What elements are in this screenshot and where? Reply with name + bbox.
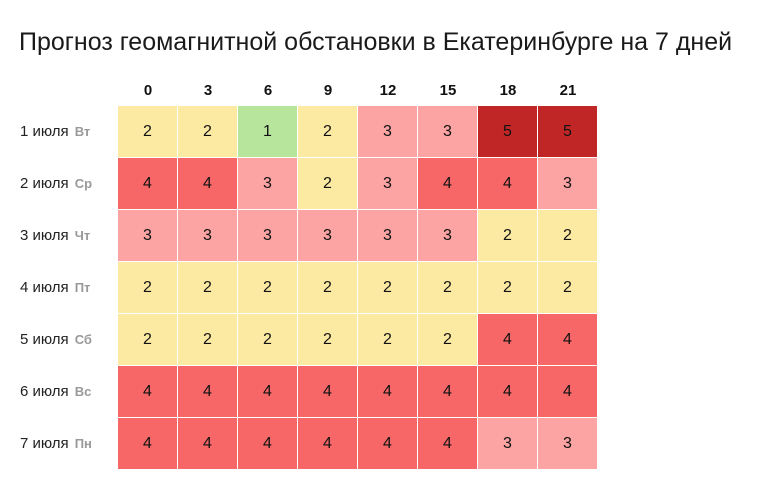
kp-index-cell: 2 bbox=[118, 314, 177, 365]
kp-index-cell: 2 bbox=[238, 262, 297, 313]
kp-index-cell: 3 bbox=[358, 106, 417, 157]
day-label: 2 июля Ср bbox=[20, 158, 92, 210]
kp-index-cell: 3 bbox=[238, 210, 297, 261]
weekday-text: Вт bbox=[74, 124, 91, 139]
kp-index-cell: 4 bbox=[418, 158, 477, 209]
kp-index-cell: 3 bbox=[358, 210, 417, 261]
kp-index-cell: 4 bbox=[298, 418, 357, 469]
heatmap-row: 3 июля Чт 3 3 3 3 3 3 2 2 bbox=[0, 210, 760, 262]
kp-index-cell: 2 bbox=[178, 106, 237, 157]
kp-index-cell: 3 bbox=[478, 418, 537, 469]
kp-index-cell: 2 bbox=[118, 106, 177, 157]
kp-index-cell: 3 bbox=[418, 210, 477, 261]
date-text: 2 июля bbox=[20, 175, 69, 192]
kp-index-cell: 4 bbox=[298, 366, 357, 417]
kp-index-cell: 2 bbox=[298, 106, 357, 157]
kp-index-cell: 2 bbox=[178, 262, 237, 313]
date-text: 7 июля bbox=[20, 435, 69, 452]
hour-label: 0 bbox=[143, 82, 153, 99]
kp-index-cell: 2 bbox=[538, 262, 597, 313]
kp-index-cell: 3 bbox=[418, 106, 477, 157]
heatmap-row: 5 июля Сб 2 2 2 2 2 2 4 4 bbox=[0, 314, 760, 366]
kp-index-cell: 4 bbox=[178, 418, 237, 469]
weekday-text: Сб bbox=[74, 332, 92, 347]
heatmap-row: 2 июля Ср 4 4 3 2 3 4 4 3 bbox=[0, 158, 760, 210]
day-label: 3 июля Чт bbox=[20, 210, 90, 262]
kp-index-cell: 1 bbox=[238, 106, 297, 157]
kp-index-cell: 4 bbox=[118, 418, 177, 469]
chart-title: Прогноз геомагнитной обстановки в Екатер… bbox=[19, 28, 733, 56]
kp-index-cell: 2 bbox=[538, 210, 597, 261]
kp-index-cell: 4 bbox=[358, 418, 417, 469]
kp-index-cell: 4 bbox=[118, 158, 177, 209]
kp-index-cell: 4 bbox=[478, 314, 537, 365]
kp-index-cell: 3 bbox=[358, 158, 417, 209]
hour-label: 12 bbox=[379, 82, 397, 99]
kp-index-cell: 2 bbox=[418, 314, 477, 365]
kp-index-cell: 4 bbox=[238, 418, 297, 469]
heatmap-row: 6 июля Вс 4 4 4 4 4 4 4 4 bbox=[0, 366, 760, 418]
kp-index-cell: 4 bbox=[358, 366, 417, 417]
kp-index-cell: 4 bbox=[478, 366, 537, 417]
kp-index-cell: 2 bbox=[358, 262, 417, 313]
hour-label: 6 bbox=[263, 82, 273, 99]
day-label: 7 июля Пн bbox=[20, 418, 92, 470]
day-label: 1 июля Вт bbox=[20, 106, 90, 158]
heatmap-row: 1 июля Вт 2 2 1 2 3 3 5 5 bbox=[0, 106, 760, 158]
kp-index-cell: 2 bbox=[418, 262, 477, 313]
hour-header-row: 0 3 6 9 12 15 18 21 bbox=[118, 82, 598, 104]
weekday-text: Пн bbox=[74, 436, 92, 451]
kp-index-cell: 4 bbox=[418, 366, 477, 417]
kp-index-cell: 5 bbox=[538, 106, 597, 157]
date-text: 6 июля bbox=[20, 383, 69, 400]
hour-label: 18 bbox=[499, 82, 517, 99]
day-label: 5 июля Сб bbox=[20, 314, 92, 366]
kp-index-cell: 2 bbox=[478, 210, 537, 261]
kp-index-cell: 4 bbox=[478, 158, 537, 209]
kp-index-cell: 2 bbox=[298, 158, 357, 209]
weekday-text: Пт bbox=[74, 280, 91, 295]
kp-index-cell: 4 bbox=[238, 366, 297, 417]
kp-index-cell: 3 bbox=[538, 158, 597, 209]
hour-label: 21 bbox=[559, 82, 577, 99]
weekday-text: Ср bbox=[74, 176, 93, 191]
heatmap-row: 4 июля Пт 2 2 2 2 2 2 2 2 bbox=[0, 262, 760, 314]
date-text: 5 июля bbox=[20, 331, 69, 348]
kp-index-cell: 4 bbox=[418, 418, 477, 469]
kp-index-cell: 2 bbox=[358, 314, 417, 365]
kp-index-cell: 5 bbox=[478, 106, 537, 157]
kp-index-cell: 4 bbox=[178, 366, 237, 417]
kp-index-cell: 4 bbox=[538, 366, 597, 417]
kp-index-cell: 2 bbox=[178, 314, 237, 365]
kp-index-cell: 2 bbox=[478, 262, 537, 313]
weekday-text: Чт bbox=[74, 228, 91, 243]
kp-index-cell: 4 bbox=[118, 366, 177, 417]
hour-label: 9 bbox=[323, 82, 333, 99]
hour-label: 3 bbox=[203, 82, 213, 99]
kp-index-cell: 4 bbox=[538, 314, 597, 365]
day-label: 4 июля Пт bbox=[20, 262, 90, 314]
kp-index-cell: 2 bbox=[298, 262, 357, 313]
kp-index-cell: 3 bbox=[298, 210, 357, 261]
weekday-text: Вс bbox=[74, 384, 92, 399]
kp-index-cell: 3 bbox=[238, 158, 297, 209]
heatmap-row: 7 июля Пн 4 4 4 4 4 4 3 3 bbox=[0, 418, 760, 470]
date-text: 3 июля bbox=[20, 227, 69, 244]
day-label: 6 июля Вс bbox=[20, 366, 91, 418]
date-text: 4 июля bbox=[20, 279, 69, 296]
kp-index-cell: 3 bbox=[178, 210, 237, 261]
kp-index-cell: 4 bbox=[178, 158, 237, 209]
kp-index-cell: 2 bbox=[298, 314, 357, 365]
kp-index-cell: 3 bbox=[538, 418, 597, 469]
kp-index-cell: 2 bbox=[238, 314, 297, 365]
date-text: 1 июля bbox=[20, 123, 69, 140]
kp-index-cell: 3 bbox=[118, 210, 177, 261]
hour-label: 15 bbox=[439, 82, 457, 99]
kp-index-cell: 2 bbox=[118, 262, 177, 313]
